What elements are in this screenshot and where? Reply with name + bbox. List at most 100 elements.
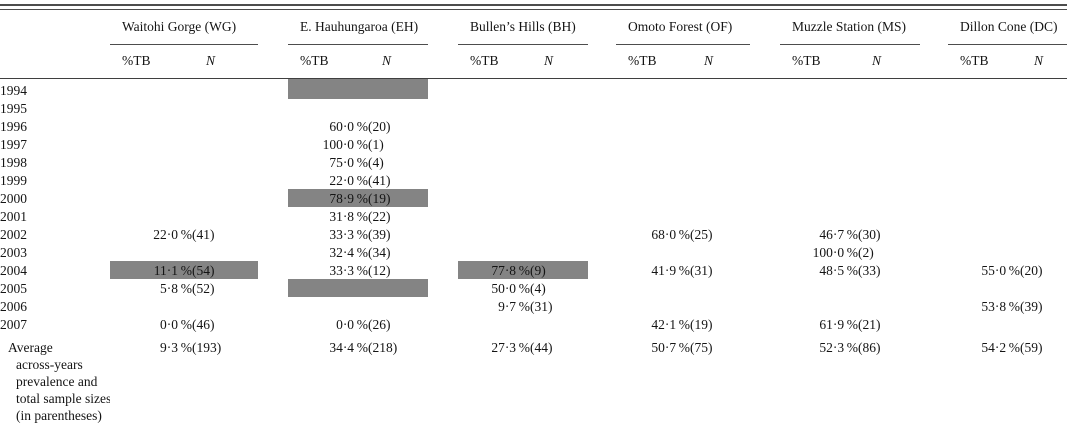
sample-size-cell bbox=[690, 189, 750, 207]
sample-size-cell bbox=[1020, 189, 1067, 207]
pct-tb-cell bbox=[780, 99, 858, 117]
table-row: 1995 bbox=[0, 99, 1067, 117]
group-header-row: Waitohi Gorge (WG) E. Hauhungaroa (EH) B… bbox=[0, 10, 1067, 45]
sample-size-cell bbox=[530, 117, 588, 135]
average-label-line: Average bbox=[8, 340, 53, 355]
column-gap bbox=[920, 261, 948, 279]
subheader-pct-tb: %TB bbox=[948, 44, 1021, 79]
year-cell: 2004 bbox=[0, 263, 27, 278]
pct-tb-cell bbox=[288, 297, 368, 315]
sample-size-cell bbox=[530, 99, 588, 117]
average-label-line: across-years bbox=[16, 357, 83, 372]
sample-size-cell bbox=[690, 171, 750, 189]
subheader-n: N bbox=[1020, 44, 1067, 79]
column-gap bbox=[588, 79, 616, 100]
column-gap bbox=[588, 279, 616, 297]
pct-tb-cell bbox=[948, 117, 1020, 135]
sample-size-cell bbox=[858, 135, 920, 153]
pct-tb-cell bbox=[780, 279, 858, 297]
pct-tb-cell: 52·3 % bbox=[819, 340, 859, 355]
pct-tb-cell bbox=[948, 225, 1020, 243]
sample-size-cell bbox=[1020, 79, 1067, 100]
pct-tb-cell bbox=[948, 279, 1020, 297]
sample-size-cell bbox=[1020, 171, 1067, 189]
pct-tb-cell bbox=[110, 297, 192, 315]
pct-tb-cell: 68·0 % bbox=[651, 227, 691, 242]
column-gap bbox=[750, 315, 780, 333]
pct-tb-cell bbox=[616, 99, 690, 117]
sample-size-cell: (26) bbox=[368, 317, 391, 332]
column-gap bbox=[428, 261, 458, 279]
sample-size-cell: (54) bbox=[192, 261, 259, 279]
pct-tb-cell bbox=[458, 117, 530, 135]
column-gap bbox=[428, 10, 458, 45]
sample-size-cell: (25) bbox=[690, 227, 713, 242]
pct-tb-cell bbox=[948, 243, 1020, 261]
pct-tb-cell bbox=[948, 171, 1020, 189]
year-cell: 2002 bbox=[0, 227, 27, 242]
pct-tb-cell bbox=[458, 79, 530, 100]
sample-size-cell bbox=[192, 297, 258, 315]
year-cell: 2003 bbox=[0, 245, 27, 260]
column-gap bbox=[750, 261, 780, 279]
year-cell: 1997 bbox=[0, 137, 27, 152]
pct-tb-cell: 9·7 % bbox=[498, 299, 531, 314]
sample-size-cell bbox=[858, 279, 920, 297]
column-gap bbox=[588, 297, 616, 315]
pct-tb-cell bbox=[110, 171, 192, 189]
column-gap bbox=[428, 207, 458, 225]
average-row-label: Average across-years prevalence and total s… bbox=[0, 333, 110, 425]
pct-tb-cell: 5·8 % bbox=[160, 281, 192, 296]
sample-size-cell: (31) bbox=[530, 299, 553, 314]
group-header-omoto-forest: Omoto Forest (OF) bbox=[616, 10, 751, 45]
year-cell: 2000 bbox=[0, 191, 27, 206]
table-row: 2005 5·8 % (52) 50·0 % (4) bbox=[0, 279, 1067, 297]
sample-size-cell bbox=[1020, 207, 1067, 225]
column-gap bbox=[588, 153, 616, 171]
column-gap bbox=[750, 207, 780, 225]
column-gap bbox=[920, 189, 948, 207]
pct-tb-cell bbox=[110, 117, 192, 135]
sample-size-cell bbox=[192, 207, 258, 225]
column-gap bbox=[750, 297, 780, 315]
sample-size-cell bbox=[690, 297, 750, 315]
pct-tb-cell bbox=[616, 117, 690, 135]
sample-size-cell: (19) bbox=[690, 317, 713, 332]
sample-size-cell: (59) bbox=[1020, 340, 1043, 355]
subheader-n: N bbox=[530, 44, 589, 79]
pct-tb-cell bbox=[948, 207, 1020, 225]
column-gap bbox=[258, 261, 288, 279]
pct-tb-cell bbox=[616, 79, 690, 100]
column-gap bbox=[428, 189, 458, 207]
subheader-blank bbox=[0, 44, 110, 79]
year-column-header bbox=[0, 10, 110, 45]
pct-tb-cell bbox=[458, 99, 530, 117]
pct-tb-cell bbox=[458, 189, 530, 207]
pct-tb-cell: 53·8 % bbox=[981, 299, 1021, 314]
column-gap bbox=[428, 135, 458, 153]
pct-tb-cell: 54·2 % bbox=[981, 340, 1021, 355]
column-gap bbox=[750, 79, 780, 100]
column-gap bbox=[920, 207, 948, 225]
pct-tb-cell bbox=[110, 79, 192, 100]
pct-tb-cell bbox=[458, 207, 530, 225]
pct-tb-cell: 61·9 % bbox=[819, 317, 859, 332]
column-gap bbox=[750, 135, 780, 153]
sample-size-cell bbox=[690, 99, 750, 117]
sample-size-cell: (86) bbox=[858, 340, 881, 355]
sample-size-cell bbox=[690, 207, 750, 225]
pct-tb-cell: 33·3 % bbox=[329, 227, 369, 242]
sample-size-cell: (75) bbox=[690, 340, 713, 355]
subheader-row: %TB N %TB N %TB N %TB N %TB N %TB N bbox=[0, 44, 1067, 79]
sample-size-cell bbox=[530, 315, 588, 333]
year-cell: 1994 bbox=[0, 83, 27, 98]
sample-size-cell: (30) bbox=[858, 227, 881, 242]
column-gap bbox=[428, 79, 458, 100]
pct-tb-cell: 31·8 % bbox=[329, 209, 369, 224]
sample-size-cell: (22) bbox=[368, 209, 391, 224]
column-gap bbox=[258, 279, 288, 297]
pct-tb-cell bbox=[110, 207, 192, 225]
column-gap bbox=[920, 315, 948, 333]
pct-tb-cell: 48·5 % bbox=[819, 263, 859, 278]
pct-tb-cell: 11·1 % bbox=[110, 261, 192, 279]
